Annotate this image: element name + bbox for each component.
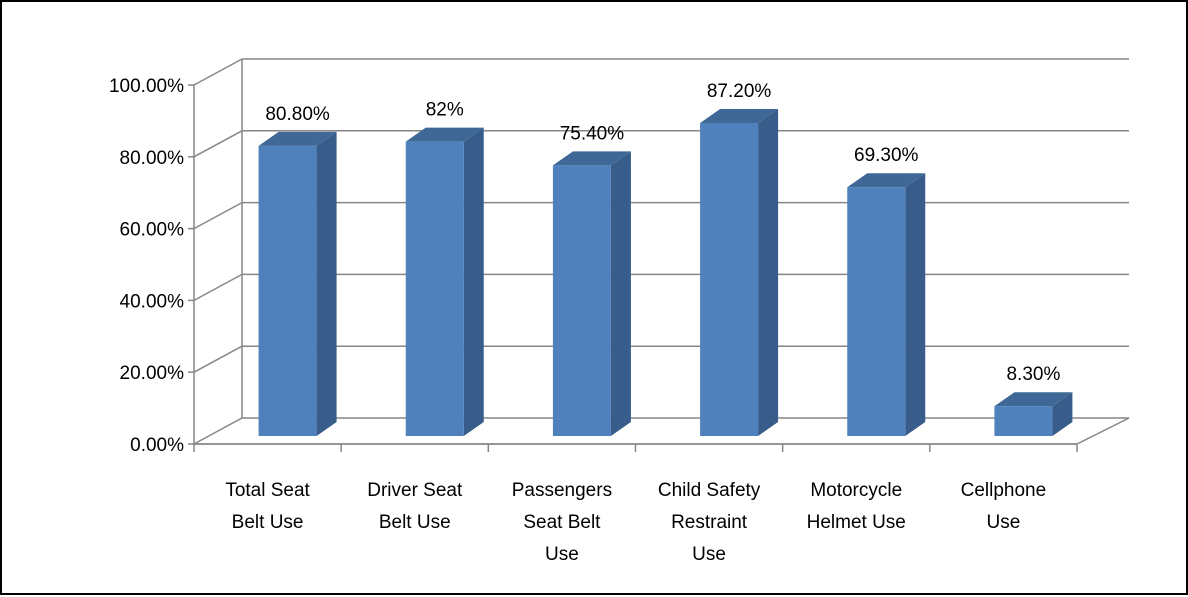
axes [188, 84, 1078, 452]
gridlines [193, 58, 1130, 445]
x-category-label: Use [987, 512, 1021, 533]
bar-top [552, 151, 631, 166]
bar-front [552, 165, 611, 436]
y-tick-label: 60.00% [120, 220, 185, 241]
bar-top [405, 127, 484, 142]
x-category-label: Belt Use [232, 512, 304, 533]
x-category-label: Driver Seat [367, 480, 463, 501]
bar-top [258, 131, 337, 146]
y-tick-label: 20.00% [120, 363, 185, 384]
bar-front [258, 145, 317, 437]
x-category-label: Cellphone [961, 480, 1047, 501]
data-label: 80.80% [265, 104, 330, 125]
bar-front [847, 187, 906, 436]
bar [847, 173, 926, 436]
data-label: 82% [426, 100, 464, 121]
gridline-depth [193, 345, 243, 373]
gridline-depth [193, 201, 243, 230]
x-category-label: Use [692, 544, 726, 565]
x-category-label: Helmet Use [807, 512, 906, 533]
labels: 0.00% 20.00% 40.00% 60.00% 80.00% 100.00% 80.8… [109, 76, 1060, 565]
bar-front [700, 122, 759, 437]
data-label: 8.30% [1006, 364, 1060, 385]
bar-front [994, 406, 1053, 436]
x-category-label: Belt Use [379, 512, 451, 533]
bar [405, 127, 484, 437]
x-category-label: Motorcycle [810, 480, 902, 501]
x-category-label: Use [545, 544, 579, 565]
bar [258, 131, 337, 437]
bar [994, 392, 1073, 436]
bar-side [610, 151, 631, 436]
data-label: 87.20% [707, 81, 772, 102]
data-label: 69.30% [854, 145, 919, 166]
y-tick-label: 0.00% [130, 435, 184, 456]
bar-side [758, 108, 779, 437]
bar-top [994, 392, 1073, 407]
gridline-depth [193, 58, 243, 86]
data-label: 75.40% [560, 123, 625, 144]
bar-side [316, 131, 337, 437]
gridline-depth [193, 130, 243, 158]
x-category-label: Passengers [512, 480, 612, 501]
x-category-label: Restraint [671, 512, 748, 533]
bar [700, 108, 779, 437]
bar-top [847, 173, 926, 188]
y-tick-label: 40.00% [120, 291, 185, 312]
x-category-label: Child Safety [658, 480, 761, 501]
bar-side [463, 127, 484, 437]
bars [258, 108, 1073, 437]
bar-front [405, 141, 464, 436]
y-tick-label: 80.00% [120, 148, 185, 169]
x-category-label: Total Seat [225, 480, 310, 501]
gridline-depth [193, 273, 243, 302]
bar [552, 151, 631, 436]
bar-side [1052, 392, 1073, 436]
y-tick-label: 100.00% [109, 76, 184, 97]
x-category-label: Seat Belt [523, 512, 601, 533]
bar-top [700, 108, 779, 123]
bar-side [905, 173, 926, 436]
